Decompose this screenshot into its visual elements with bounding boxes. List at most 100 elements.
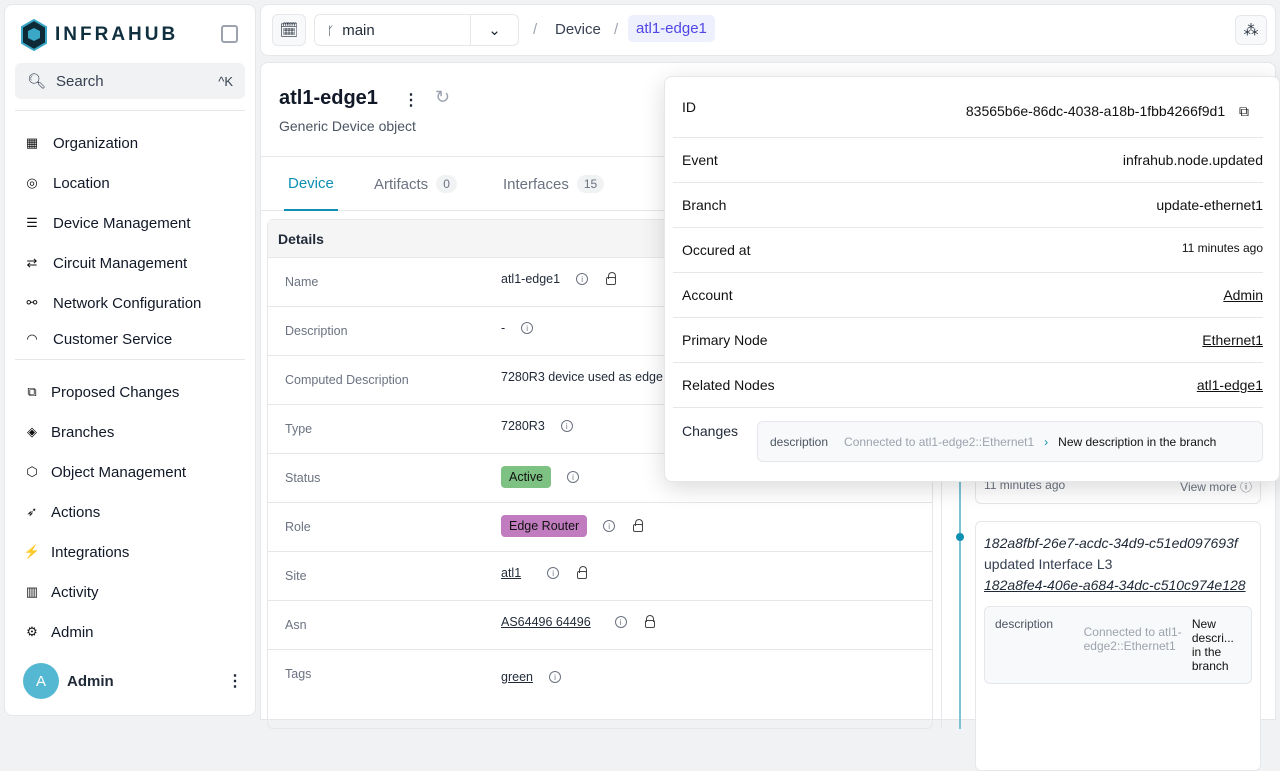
site-link[interactable]: atl1 — [501, 566, 522, 580]
field-label: Role — [285, 520, 311, 534]
tab-interfaces[interactable]: Interfaces 15 — [503, 175, 605, 193]
top-bar: 🗓︎ ᚴ main ⌄ / Device / atl1-edge1 ⁂ — [260, 4, 1276, 56]
view-more-button[interactable]: View more ⓘ — [1180, 478, 1252, 495]
popover-row-account: Account Admin — [673, 273, 1263, 318]
cube-icon: ⬡ — [26, 464, 38, 479]
label: Customer Service — [53, 331, 173, 348]
info-icon[interactable]: i — [567, 471, 580, 483]
related-node-link[interactable]: atl1-edge1 — [1196, 377, 1263, 393]
more-vertical-icon[interactable]: ⋮ — [227, 673, 243, 690]
asn-link[interactable]: AS64496 64496 — [501, 615, 591, 629]
sidebar-item-network-configuration[interactable]: ⚯ Network Configuration — [23, 291, 202, 315]
sidebar-item-organization[interactable]: ▦ Organization — [23, 131, 138, 155]
row-label: Occured at — [682, 242, 751, 258]
sidebar: INFRAHUB 🔍︎ Search ^K ▦ Organization ◎ Loc… — [4, 4, 256, 716]
row-value: 11 minutes ago — [1181, 241, 1263, 255]
change-old-value: Connected to atl1-edge2::Ethernet1 — [844, 434, 1035, 449]
chevron-down-icon[interactable]: ⌄ — [470, 15, 518, 45]
sidebar-item-actions[interactable]: ➶ Actions — [23, 500, 101, 524]
divider — [15, 359, 245, 360]
field-row-type: Type 7280R3 i — [268, 405, 932, 454]
logo[interactable]: INFRAHUB — [21, 19, 178, 51]
more-vertical-icon[interactable]: ⋮ — [403, 92, 419, 109]
info-icon[interactable]: i — [548, 671, 561, 683]
refresh-icon[interactable]: ↻ — [435, 87, 451, 107]
field-row-role: Role Edge Router i — [268, 503, 932, 552]
page-subtitle: Generic Device object — [279, 118, 416, 134]
divider — [15, 110, 245, 111]
primary-node-link[interactable]: Ethernet1 — [1202, 332, 1263, 348]
popover-row-occured-at: Occured at 11 minutes ago — [673, 228, 1263, 273]
collapse-sidebar-icon[interactable] — [221, 25, 238, 43]
lock-icon — [606, 272, 617, 285]
tag-link[interactable]: green — [501, 670, 533, 684]
info-icon[interactable]: i — [603, 520, 616, 532]
field-value: atl1-edge1 — [501, 272, 561, 286]
sidebar-item-branches[interactable]: ◈ Branches — [23, 420, 114, 444]
user-menu[interactable]: A Admin ⋮ — [23, 663, 243, 699]
sidebar-item-activity[interactable]: ▥ Activity — [23, 580, 99, 604]
changes-label: Changes — [682, 423, 739, 439]
user-name: Admin — [67, 672, 114, 690]
sidebar-item-object-management[interactable]: ⬡ Object Management — [23, 460, 186, 484]
status-badge: Active — [501, 466, 552, 488]
sidebar-item-device-management[interactable]: ☰ Device Management — [23, 211, 190, 235]
row-label: Related Nodes — [682, 377, 775, 393]
field-label: Asn — [285, 618, 307, 632]
chevron-right-icon: › — [1044, 434, 1049, 449]
count-badge: 15 — [576, 175, 605, 193]
branch-selector[interactable]: ᚴ main ⌄ — [314, 14, 519, 46]
change-attribute: description — [995, 617, 1054, 631]
change-item: description Connected to atl1-edge2::Eth… — [757, 421, 1263, 462]
label: Activity — [51, 583, 99, 601]
field-value: 7280R3 — [501, 419, 545, 433]
bar-chart-icon: ▥ — [25, 584, 39, 599]
infrahub-logo-icon — [21, 19, 47, 51]
gear-icon: ⚙ — [26, 624, 38, 639]
info-icon[interactable]: i — [614, 616, 627, 628]
row-value: infrahub.node.updated — [1122, 152, 1263, 168]
sidebar-item-circuit-management[interactable]: ⇄ Circuit Management — [23, 251, 188, 275]
breadcrumb-separator: / — [614, 21, 619, 38]
label: Proposed Changes — [51, 383, 180, 401]
info-icon[interactable]: i — [576, 273, 589, 285]
brand-name: INFRAHUB — [55, 24, 179, 45]
map-pin-icon: ◎ — [26, 175, 38, 190]
popover-row-id: ID 83565b6e-86dc-4038-a18b-1fbb4266f9d1 ⧉ — [673, 85, 1263, 138]
sidebar-item-customer-service[interactable]: ◠ Customer Service — [23, 331, 172, 349]
sidebar-item-integrations[interactable]: ⚡ Integrations — [23, 540, 129, 564]
tab-artifacts[interactable]: Artifacts 0 — [374, 175, 457, 193]
info-icon[interactable]: i — [547, 567, 560, 579]
active-tab-indicator — [284, 209, 338, 211]
gauge-icon: ◠ — [26, 331, 38, 346]
node-link[interactable]: 182a8fe4-406e-a684-34dc-c510c974e128 — [984, 577, 1246, 593]
network-icon: ⚯ — [26, 295, 38, 310]
sidebar-item-location[interactable]: ◎ Location — [23, 171, 109, 195]
field-label: Status — [285, 471, 321, 485]
time-travel-calendar-icon[interactable]: 🗓︎ — [272, 14, 306, 46]
tab-device[interactable]: Device — [288, 175, 334, 192]
field-row-asn: Asn AS64496 64496 i — [268, 601, 932, 650]
timeline-dot — [956, 533, 964, 541]
account-link[interactable]: Admin — [1223, 287, 1263, 303]
tab-label: Device — [288, 175, 334, 192]
search-label: Search — [56, 72, 104, 90]
copy-icon[interactable]: ⧉ — [1239, 103, 1249, 119]
info-icon[interactable]: i — [521, 322, 534, 334]
breadcrumb-separator: / — [533, 21, 538, 38]
breadcrumb-current[interactable]: atl1-edge1 — [628, 15, 715, 42]
label: Branches — [51, 423, 115, 441]
avatar: A — [23, 663, 59, 699]
field-label: Computed Description — [285, 373, 409, 387]
branch-name: main — [342, 21, 375, 39]
event-card[interactable]: 182a8fbf-26e7-acdc-34d9-c51ed097693f upd… — [975, 521, 1261, 771]
server-icon: ☰ — [26, 215, 38, 230]
sidebar-item-admin[interactable]: ⚙ Admin — [23, 620, 93, 644]
sidebar-item-proposed-changes[interactable]: ⧉ Proposed Changes — [23, 380, 179, 404]
info-icon[interactable]: i — [560, 420, 573, 432]
apps-grid-icon[interactable]: ⁂ — [1235, 15, 1267, 45]
info-icon: ⓘ — [1239, 480, 1252, 494]
field-value: - — [501, 321, 506, 335]
search-button[interactable]: 🔍︎ Search ^K — [15, 63, 245, 99]
breadcrumb-device[interactable]: Device — [555, 21, 601, 38]
